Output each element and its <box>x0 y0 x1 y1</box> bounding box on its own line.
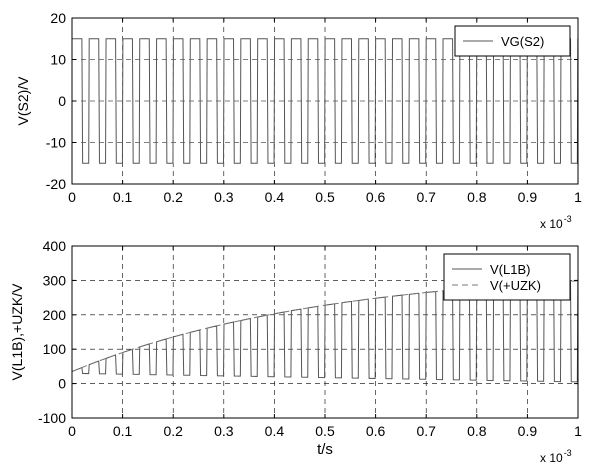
y-tick-label: 100 <box>43 341 67 357</box>
chart-voltage-l1b-uzk: 0 0.1 0.2 0.3 0.4 0.5 0.6 0.7 0.8 0.9 1 -100010020… <box>9 238 582 465</box>
tick-marks <box>71 245 579 419</box>
x-tick-label: 0.1 <box>113 423 133 439</box>
legend: VG(S2) <box>454 25 571 57</box>
x-tick-label: 0.9 <box>518 189 538 205</box>
x-scale-exponent: x 10-3 <box>540 214 572 231</box>
x-tick-label: 1 <box>574 423 582 439</box>
chart-voltage-s2: 0 0.1 0.2 0.3 0.4 0.5 0.6 0.7 0.8 0.9 1 -20 -10 0 10 2… <box>15 10 582 231</box>
x-tick-label: 0.3 <box>214 423 234 439</box>
y-tick-label: 0 <box>58 376 66 392</box>
x-tick-label: 0.6 <box>366 423 386 439</box>
y-tick-label: 300 <box>43 272 67 288</box>
x-tick-label: 0.2 <box>163 423 183 439</box>
y-axis-label: V(S2)/V <box>15 76 31 126</box>
x-tick-label: 0.6 <box>366 189 386 205</box>
legend-label-vg-s2: VG(S2) <box>501 34 544 49</box>
x-tick-label: 0.8 <box>467 189 487 205</box>
x-tick-label: 0.5 <box>315 189 335 205</box>
y-tick-label: 10 <box>50 52 66 68</box>
x-tick-label: 0 <box>68 423 76 439</box>
x-tick-label: 0.4 <box>265 423 285 439</box>
y-axis-label: V(L1B),+UZK/V <box>9 283 25 381</box>
x-tick-label: 0.5 <box>315 423 335 439</box>
x-tick-labels: 0 0.1 0.2 0.3 0.4 0.5 0.6 0.7 0.8 0.9 1 <box>68 423 582 439</box>
x-tick-label: 0.1 <box>113 189 133 205</box>
y-tick-labels: -20 -10 0 10 20 <box>46 10 66 192</box>
x-scale-exponent: x 10-3 <box>540 448 572 465</box>
y-tick-labels: -100 0 100 200 300 400 <box>38 238 66 426</box>
tick-marks <box>71 17 579 185</box>
y-tick-label: -100 <box>38 410 66 426</box>
y-tick-label: 0 <box>58 93 66 109</box>
y-tick-label: 200 <box>43 307 67 323</box>
legend-label-v-uzk: V(+UZK) <box>490 278 541 293</box>
y-tick-label: -10 <box>46 135 66 151</box>
x-tick-label: 0.2 <box>163 189 183 205</box>
x-axis-label: t/s <box>317 441 333 458</box>
y-tick-label: 20 <box>50 10 66 26</box>
x-tick-label: 0.8 <box>467 423 487 439</box>
x-tick-label: 0.9 <box>518 423 538 439</box>
x-tick-label: 0.3 <box>214 189 234 205</box>
x-tick-label: 0 <box>68 189 76 205</box>
y-tick-label: -20 <box>46 176 66 192</box>
x-tick-label: 1 <box>574 189 582 205</box>
legend: V(L1B) V(+UZK) <box>443 253 571 301</box>
x-tick-label: 0.4 <box>265 189 285 205</box>
x-tick-label: 0.7 <box>416 189 436 205</box>
x-tick-labels: 0 0.1 0.2 0.3 0.4 0.5 0.6 0.7 0.8 0.9 1 <box>68 189 582 205</box>
legend-box <box>443 253 571 301</box>
x-tick-label: 0.7 <box>416 423 436 439</box>
legend-label-v-l1b: V(L1B) <box>490 262 530 277</box>
y-tick-label: 400 <box>43 238 67 254</box>
